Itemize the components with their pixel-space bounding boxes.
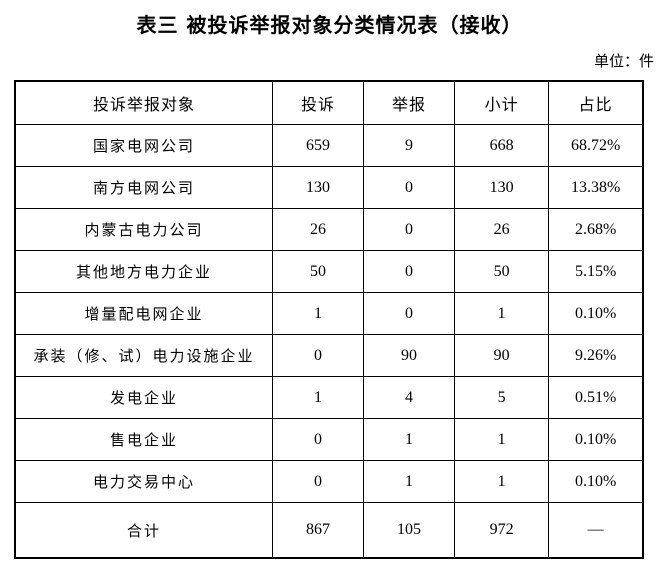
- table-cell: 增量配电网企业: [14, 292, 273, 335]
- table-cell: 1: [454, 418, 550, 461]
- table-cell: 90: [363, 334, 456, 377]
- table-cell: 9.26%: [548, 334, 644, 377]
- table-cell: 26: [454, 208, 550, 251]
- data-table: 投诉举报对象 投诉 举报 小计 占比 国家电网公司 659 9 668 68.72% 南方电网公司…: [14, 80, 644, 559]
- table-cell: 国家电网公司: [14, 124, 273, 167]
- column-header: 举报: [363, 80, 456, 125]
- table-cell: 1: [363, 460, 456, 503]
- table-cell: 2.68%: [548, 208, 644, 251]
- table-cell: 5.15%: [548, 250, 644, 293]
- table-cell: 13.38%: [548, 166, 644, 209]
- page-title: 表三 被投诉举报对象分类情况表（接收）: [136, 13, 523, 37]
- table-cell: —: [548, 502, 644, 559]
- table-row: 南方电网公司 130 0 130 13.38%: [14, 166, 644, 209]
- total-row: 合计 867 105 972—: [14, 502, 644, 559]
- table-cell: 0.10%: [548, 418, 644, 461]
- table-row: 电力交易中心 0 1 1 0.10%: [14, 460, 644, 503]
- table-cell: 105: [363, 502, 456, 559]
- table-cell: 50: [271, 250, 365, 293]
- table-cell: 南方电网公司: [14, 166, 273, 209]
- table-cell: 1: [271, 292, 365, 335]
- table-cell: 972: [454, 502, 550, 559]
- unit-label: 单位：件: [593, 52, 654, 70]
- table-cell: 0: [271, 334, 365, 377]
- table-cell: 1: [363, 418, 456, 461]
- column-header: 占比: [548, 80, 644, 125]
- table-cell: 668: [454, 124, 550, 167]
- table-cell: 1: [271, 376, 365, 419]
- table-cell: 0.51%: [548, 376, 644, 419]
- table-cell: 130: [271, 166, 365, 209]
- table-row: 发电企业 1 4 5 0.51%: [14, 376, 644, 419]
- table-cell: 9: [363, 124, 456, 167]
- table-cell: 26: [271, 208, 365, 251]
- column-header: 小计: [454, 80, 550, 125]
- table-cell: 发电企业: [14, 376, 273, 419]
- table-cell: 0: [363, 208, 456, 251]
- table-cell: 0.10%: [548, 460, 644, 503]
- table-cell: 130: [454, 166, 550, 209]
- table-row: 售电企业 0 1 1 0.10%: [14, 418, 644, 461]
- table-cell: 0: [271, 418, 365, 461]
- column-header: 投诉举报对象: [14, 80, 273, 125]
- table-row: 国家电网公司 659 9 668 68.72%: [14, 124, 644, 167]
- table-cell: 0: [363, 250, 456, 293]
- table-cell: 659: [271, 124, 365, 167]
- table-cell: 0: [363, 292, 456, 335]
- table-row: 其他地方电力企业 50 0 50 5.15%: [14, 250, 644, 293]
- table-cell: 售电企业: [14, 418, 273, 461]
- table-cell: 内蒙古电力公司: [14, 208, 273, 251]
- table-row: 承装（修、试）电力设施企业 0 90 90 9.26%: [14, 334, 644, 377]
- table-row: 内蒙古电力公司 26 0 26 2.68%: [14, 208, 644, 251]
- table-cell: 5: [454, 376, 550, 419]
- table-cell: 承装（修、试）电力设施企业: [14, 334, 273, 377]
- column-header: 投诉: [271, 80, 365, 125]
- table-header-row: 投诉举报对象 投诉 举报 小计 占比: [14, 80, 644, 125]
- table-cell: 电力交易中心: [14, 460, 273, 503]
- table-cell: 1: [454, 460, 550, 503]
- table-cell: 0: [271, 460, 365, 503]
- table-cell: 1: [454, 292, 550, 335]
- table-cell: 其他地方电力企业: [14, 250, 273, 293]
- table-cell: 0.10%: [548, 292, 644, 335]
- table-cell: 0: [363, 166, 456, 209]
- table-cell: 68.72%: [548, 124, 644, 167]
- table-cell: 867: [271, 502, 365, 559]
- table-cell: 4: [363, 376, 456, 419]
- table-body: 国家电网公司 659 9 668 68.72% 南方电网公司 130 0 130 13.38% 内蒙…: [14, 124, 644, 559]
- table-cell: 50: [454, 250, 550, 293]
- table-row: 增量配电网企业 1 0 1 0.10%: [14, 292, 644, 335]
- table-cell: 90: [454, 334, 550, 377]
- table-cell: 合计: [14, 502, 273, 559]
